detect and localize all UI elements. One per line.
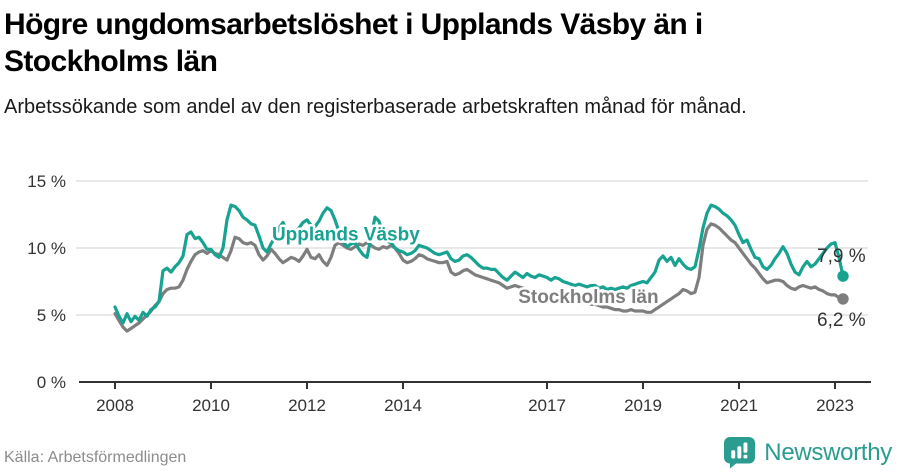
y-axis-label: 0 %	[37, 373, 66, 392]
series-end-dot	[837, 270, 849, 282]
x-axis-tick-label: 2012	[288, 396, 326, 415]
page-subtitle: Arbetssökande som andel av den registerb…	[4, 96, 747, 118]
line-chart: 0 % 5 % 10 % 15 % 2008 2010 2012 2014 2017 2019 20…	[27, 172, 871, 415]
x-axis-tick-label: 2017	[528, 396, 566, 415]
x-axis-tick-label: 2014	[384, 396, 422, 415]
brand-wordmark: Newsworthy	[764, 438, 892, 466]
chart-header: Högre ungdomsarbetslöshet i Upplands Väs…	[4, 6, 896, 121]
series-line-stockholms-län	[113, 222, 845, 333]
x-axis-tick-label: 2021	[720, 396, 758, 415]
series-name-label: Stockholms län	[518, 287, 658, 308]
x-axis-tick-label: 2010	[192, 396, 230, 415]
series-name-label: Upplands Väsby	[272, 225, 420, 246]
newsworthy-icon	[724, 437, 756, 469]
x-axis-tick-label: 2008	[96, 396, 134, 415]
y-axis-label: 5 %	[37, 306, 66, 325]
page-title: Högre ungdomsarbetslöshet i Upplands Väs…	[4, 8, 703, 78]
y-axis-label: 10 %	[27, 239, 66, 258]
x-axis-tick-label: 2023	[816, 396, 854, 415]
series-end-dot	[837, 293, 849, 305]
brand-logo: Newsworthy	[723, 436, 892, 469]
series-line-upplands-väsby	[113, 203, 845, 325]
y-axis-label: 15 %	[27, 172, 66, 191]
source-note: Källa: Arbetsförmedlingen	[4, 449, 187, 466]
series-end-value: 6,2 %	[817, 310, 866, 331]
x-axis-tick-label: 2019	[624, 396, 662, 415]
series-end-value: 7,9 %	[817, 246, 866, 267]
